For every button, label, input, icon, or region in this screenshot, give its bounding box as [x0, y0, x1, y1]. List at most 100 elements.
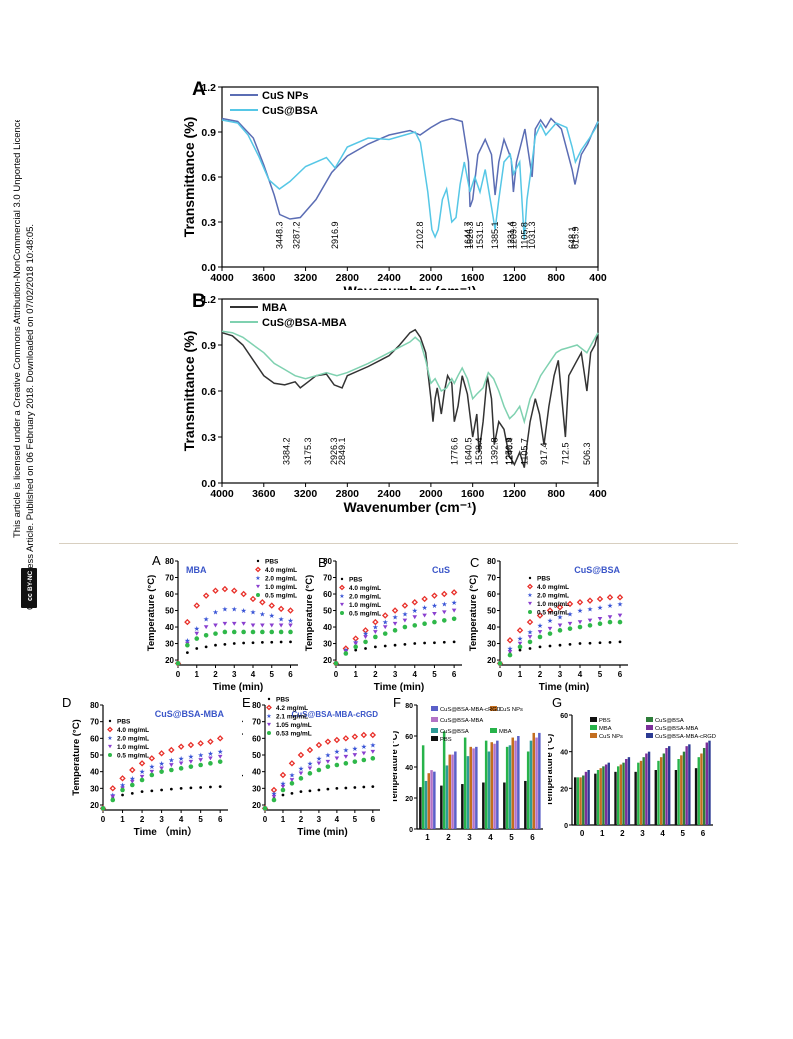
marker-triangle: [617, 613, 623, 618]
marker-triangle: [373, 630, 378, 635]
marker-circle: [250, 629, 256, 635]
marker-dot: [130, 791, 134, 795]
peak-annotation: 3175.3: [303, 437, 313, 465]
marker-dot: [267, 697, 271, 701]
peak-annotation: 1209.0: [509, 221, 519, 249]
marker-circle: [175, 661, 181, 666]
marker-circle: [185, 642, 190, 648]
marker-diamond: [546, 607, 554, 614]
marker-triangle: [307, 766, 313, 771]
marker-star: ★: [343, 747, 349, 755]
peak-annotation: 2916.9: [330, 221, 340, 249]
bar: [440, 785, 443, 829]
marker-circle: [198, 762, 203, 768]
legend-label: 0.53 mg/mL: [276, 731, 312, 738]
marker-diamond: [536, 612, 544, 619]
marker-star: ★: [316, 755, 322, 763]
series-group: [333, 608, 457, 666]
legend-label: 1.05 mg/mL: [276, 722, 312, 729]
license-text: This article is licensed under a Creativ…: [12, 120, 23, 538]
legend-label: CuS NPs: [499, 707, 523, 713]
y-axis-label: Temperature (°C): [71, 719, 82, 795]
marker-diamond: [249, 595, 257, 603]
x-axis-label: Time (min): [297, 827, 347, 838]
panel-letter: B: [318, 555, 327, 570]
marker-circle: [298, 776, 304, 781]
marker-circle: [289, 781, 295, 786]
marker-star: ★: [188, 753, 194, 761]
marker-triangle: [316, 761, 322, 766]
peak-label: 1640.5: [463, 437, 473, 465]
y-tick-label: 70: [252, 718, 261, 727]
marker-triangle: [392, 621, 398, 626]
bar: [576, 777, 580, 825]
bar: [511, 737, 514, 829]
legend-label: 1.0 mg/mL: [349, 602, 381, 609]
marker-triangle: [422, 613, 427, 618]
marker-diamond: [231, 587, 238, 594]
peak-annotation: 648.1: [567, 226, 577, 249]
marker-star: ★: [372, 624, 378, 632]
x-tick-label: 5: [270, 670, 275, 679]
marker-diamond: [352, 635, 359, 642]
marker-circle: [159, 769, 164, 774]
marker-dot: [528, 576, 532, 580]
series-group: [175, 629, 293, 666]
bar: [421, 745, 425, 829]
marker-dot: [260, 641, 264, 644]
marker-diamond: [259, 599, 266, 606]
marker-dot: [204, 645, 208, 649]
marker-circle: [557, 628, 563, 633]
peak-label: 1105.8: [519, 222, 529, 249]
marker-dot: [442, 640, 446, 644]
series-group: [176, 640, 292, 665]
marker-diamond: [184, 618, 191, 626]
peak-annotation: 1776.6: [449, 437, 459, 465]
marker-triangle: [288, 623, 293, 628]
marker-diamond: [277, 605, 285, 613]
peak-label: 2926.3: [329, 437, 339, 465]
peak-label: 712.5: [560, 442, 570, 465]
bar: [602, 766, 605, 825]
peak-annotation: 1385.1: [490, 221, 500, 249]
bar: [639, 760, 643, 825]
y-tick-label: 60: [90, 734, 99, 743]
x-tick-label: 5: [598, 670, 603, 679]
x-axis-label: Time (min): [374, 682, 424, 693]
x-tick-label: 4: [413, 670, 418, 679]
marker-dot: [326, 787, 330, 791]
marker-circle: [307, 771, 313, 776]
marker-triangle: [271, 794, 277, 799]
marker-star: ★: [507, 645, 513, 653]
y-tick-label: 20: [323, 656, 332, 665]
marker-triangle: [280, 784, 286, 789]
marker-diamond: [129, 766, 136, 774]
marker-diamond: [207, 738, 214, 745]
x-tick-label: 6: [371, 815, 376, 824]
series-group: [333, 616, 457, 666]
marker-triangle: [250, 623, 256, 628]
marker-dot: [373, 645, 377, 649]
peak-label: 1392.8: [489, 437, 499, 465]
marker-circle: [178, 766, 184, 771]
bar: [619, 764, 623, 825]
legend-label: PBS: [440, 737, 452, 743]
x-axis-label: Time (min): [213, 682, 263, 693]
x-tick-label: 2800: [336, 272, 360, 284]
marker-diamond: [279, 771, 287, 779]
marker-circle: [188, 764, 194, 769]
marker-triangle: [110, 794, 116, 799]
bar: [622, 762, 625, 825]
marker-circle: [353, 644, 358, 650]
marker-triangle: [361, 751, 367, 756]
series-group: [261, 731, 377, 812]
marker-star: ★: [289, 772, 295, 780]
marker-star: ★: [231, 605, 237, 613]
marker-circle: [139, 777, 145, 783]
panel-letter: A: [152, 553, 161, 568]
marker-dot: [618, 640, 622, 644]
x-tick-label: 0: [580, 829, 585, 838]
bar: [574, 777, 577, 825]
marker-star: ★: [255, 575, 260, 582]
marker-triangle: [269, 623, 275, 628]
